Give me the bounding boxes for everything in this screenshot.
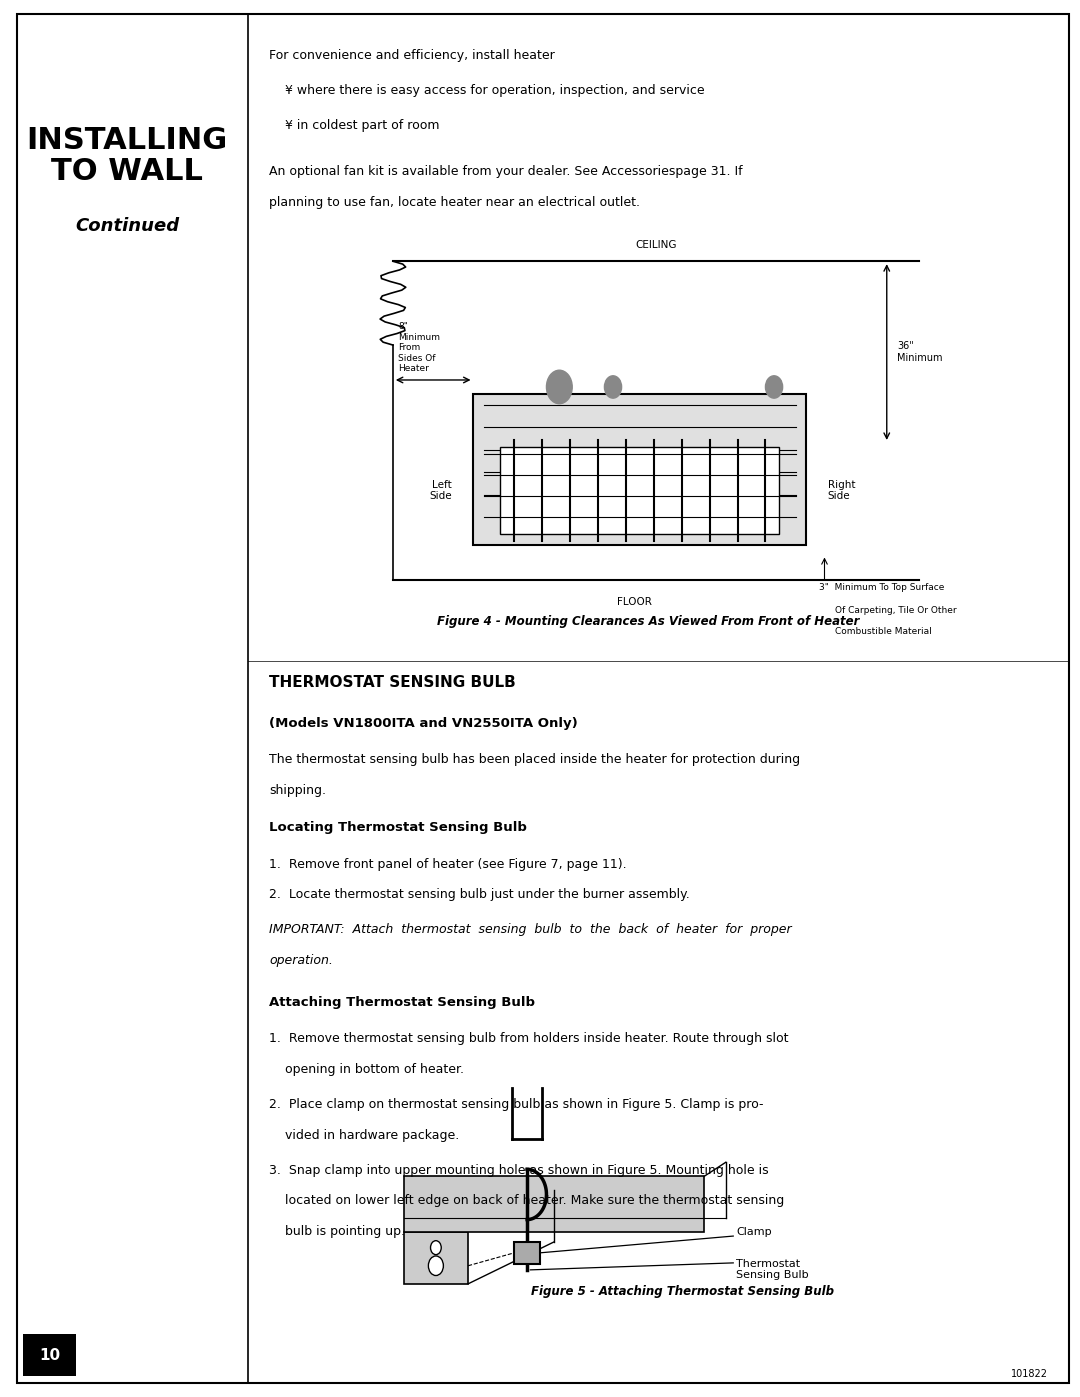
Text: 101822: 101822 (1011, 1369, 1048, 1379)
Text: Clamp: Clamp (737, 1227, 772, 1236)
Text: IMPORTANT:  Attach  thermostat  sensing  bulb  to  the  back  of  heater  for  p: IMPORTANT: Attach thermostat sensing bul… (270, 923, 792, 936)
Text: Figure 5 - Attaching Thermostat Sensing Bulb: Figure 5 - Attaching Thermostat Sensing … (531, 1285, 834, 1298)
Bar (514, 1242, 540, 1264)
Text: INSTALLING
TO WALL: INSTALLING TO WALL (27, 126, 228, 186)
Text: Right
Side: Right Side (827, 479, 855, 502)
Text: ¥ in coldest part of room: ¥ in coldest part of room (270, 119, 440, 131)
Text: (Models VN1800ITA and VN2550ITA Only): (Models VN1800ITA and VN2550ITA Only) (270, 717, 578, 729)
Text: opening in bottom of heater.: opening in bottom of heater. (270, 1063, 464, 1076)
Text: planning to use fan, locate heater near an electrical outlet.: planning to use fan, locate heater near … (270, 196, 640, 208)
Text: Thermostat
Sensing Bulb: Thermostat Sensing Bulb (737, 1259, 809, 1280)
Text: The thermostat sensing bulb has been placed inside the heater for protection dur: The thermostat sensing bulb has been pla… (270, 753, 800, 766)
Text: 2.  Locate thermostat sensing bulb just under the burner assembly.: 2. Locate thermostat sensing bulb just u… (270, 888, 690, 901)
Text: 10: 10 (39, 1348, 60, 1362)
Text: Of Carpeting, Tile Or Other: Of Carpeting, Tile Or Other (835, 606, 957, 615)
Circle shape (431, 1241, 442, 1255)
Text: located on lower left edge on back of heater. Make sure the thermostat sensing: located on lower left edge on back of he… (270, 1194, 785, 1207)
Bar (404, 1232, 468, 1284)
Circle shape (429, 1256, 444, 1275)
Text: ¥ where there is easy access for operation, inspection, and service: ¥ where there is easy access for operati… (270, 84, 705, 96)
Text: 8"
Minimum
From
Sides Of
Heater: 8" Minimum From Sides Of Heater (399, 323, 441, 373)
Text: Locating Thermostat Sensing Bulb: Locating Thermostat Sensing Bulb (270, 821, 527, 834)
Text: For convenience and efficiency, install heater: For convenience and efficiency, install … (270, 49, 555, 61)
Bar (23, 1334, 77, 1376)
Text: 2.  Place clamp on thermostat sensing bulb as shown in Figure 5. Clamp is pro-: 2. Place clamp on thermostat sensing bul… (270, 1098, 764, 1111)
Bar (473, 394, 807, 545)
Text: 3.  Snap clamp into upper mounting hole as shown in Figure 5. Mounting hole is: 3. Snap clamp into upper mounting hole a… (270, 1164, 769, 1176)
Text: 1.  Remove thermostat sensing bulb from holders inside heater. Route through slo: 1. Remove thermostat sensing bulb from h… (270, 1032, 789, 1045)
Text: operation.: operation. (270, 954, 334, 967)
Circle shape (546, 370, 572, 404)
Text: vided in hardware package.: vided in hardware package. (270, 1129, 460, 1141)
Circle shape (605, 376, 622, 398)
Text: Left
Side: Left Side (430, 479, 453, 502)
Text: Figure 4 - Mounting Clearances As Viewed From Front of Heater: Figure 4 - Mounting Clearances As Viewed… (436, 615, 859, 627)
Text: Combustible Material: Combustible Material (835, 627, 932, 636)
Text: FLOOR: FLOOR (617, 597, 652, 606)
Text: 3"  Minimum To Top Surface: 3" Minimum To Top Surface (819, 583, 945, 591)
Text: 1.  Remove front panel of heater (see Figure 7, page 11).: 1. Remove front panel of heater (see Fig… (270, 858, 627, 870)
Text: 36"
Minimum: 36" Minimum (897, 341, 943, 363)
Circle shape (766, 376, 783, 398)
Text: CEILING: CEILING (635, 240, 677, 250)
Text: Attaching Thermostat Sensing Bulb: Attaching Thermostat Sensing Bulb (270, 996, 536, 1009)
Text: Continued: Continued (76, 217, 179, 235)
Text: bulb is pointing up.: bulb is pointing up. (270, 1225, 405, 1238)
Bar (500, 447, 780, 534)
Text: shipping.: shipping. (270, 784, 326, 796)
Bar (404, 1176, 704, 1232)
Text: THERMOSTAT SENSING BULB: THERMOSTAT SENSING BULB (270, 675, 516, 690)
Text: An optional fan kit is available from your dealer. See Accessoriespage 31. If: An optional fan kit is available from yo… (270, 165, 743, 177)
